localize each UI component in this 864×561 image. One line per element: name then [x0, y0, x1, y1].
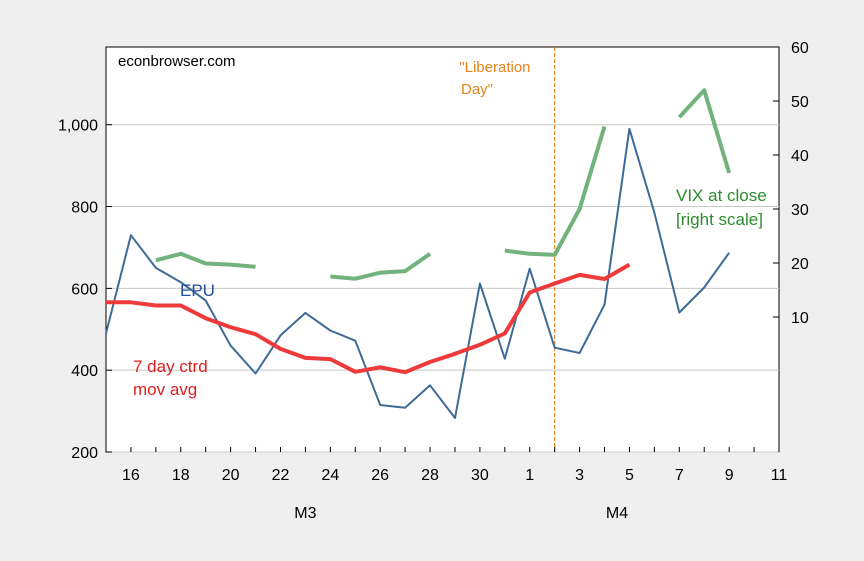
x-tick-label: 26 — [371, 467, 389, 484]
source-label: econbrowser.com — [118, 53, 236, 70]
series-2-segment-1 — [330, 252, 432, 281]
right-tick-label: 60 — [791, 40, 809, 57]
plot-area — [105, 46, 780, 453]
mov-avg-label: 7 day ctrd mov avg — [133, 357, 212, 399]
liberation-day-label: "Liberation Day" — [459, 59, 534, 98]
left-tick-label: 1,000 — [58, 118, 98, 135]
vix-label: VIX at close [right scale] — [676, 186, 771, 229]
liberation-day-label-line-2: Day" — [461, 81, 493, 98]
x-tick-label: 20 — [222, 467, 240, 484]
right-tick-label: 10 — [791, 310, 809, 327]
grid-lines — [106, 124, 779, 453]
right-tick-label: 20 — [791, 256, 809, 273]
mov-avg-label-line-2: mov avg — [133, 380, 197, 399]
x-tick-label: 18 — [172, 467, 190, 484]
month-label-m4: M4 — [606, 505, 628, 522]
right-tick-label: 50 — [791, 94, 809, 111]
left-tick-label: 200 — [71, 445, 98, 462]
x-tick-label: 5 — [625, 467, 634, 484]
epu-label: EPU — [180, 281, 215, 300]
x-tick-label: 1 — [525, 467, 534, 484]
series-2-segment-0 — [155, 251, 256, 269]
x-tick-label: 9 — [725, 467, 734, 484]
x-tick-label: 24 — [321, 467, 339, 484]
left-tick-label: 400 — [71, 363, 98, 380]
series-2-segment-3 — [677, 88, 732, 174]
right-tick-label: 40 — [791, 148, 809, 165]
x-tick-label: 3 — [575, 467, 584, 484]
x-tick-label: 7 — [675, 467, 684, 484]
series-lines — [105, 88, 732, 419]
series-0-segment-0 — [105, 127, 730, 419]
x-tick-label: 22 — [272, 467, 290, 484]
series-1-segment-0 — [106, 262, 631, 375]
right-tick-label: 30 — [791, 202, 809, 219]
mov-avg-label-line-1: 7 day ctrd — [133, 357, 208, 376]
series-2-segment-2 — [504, 125, 607, 257]
liberation-day-label-line-1: "Liberation — [459, 59, 530, 76]
x-tick-label: 11 — [771, 467, 788, 484]
vix-label-line-2: [right scale] — [676, 210, 763, 229]
axes: 200 400 600 800 1,000 10 20 30 40 50 60 16 18 20 22 24 2… — [58, 40, 809, 522]
x-tick-label: 28 — [421, 467, 439, 484]
month-label-m3: M3 — [294, 505, 316, 522]
left-tick-label: 600 — [71, 281, 98, 298]
vix-label-line-1: VIX at close — [676, 186, 767, 205]
left-tick-label: 800 — [71, 200, 98, 217]
x-tick-label: 16 — [122, 467, 140, 484]
x-tick-label: 30 — [471, 467, 489, 484]
